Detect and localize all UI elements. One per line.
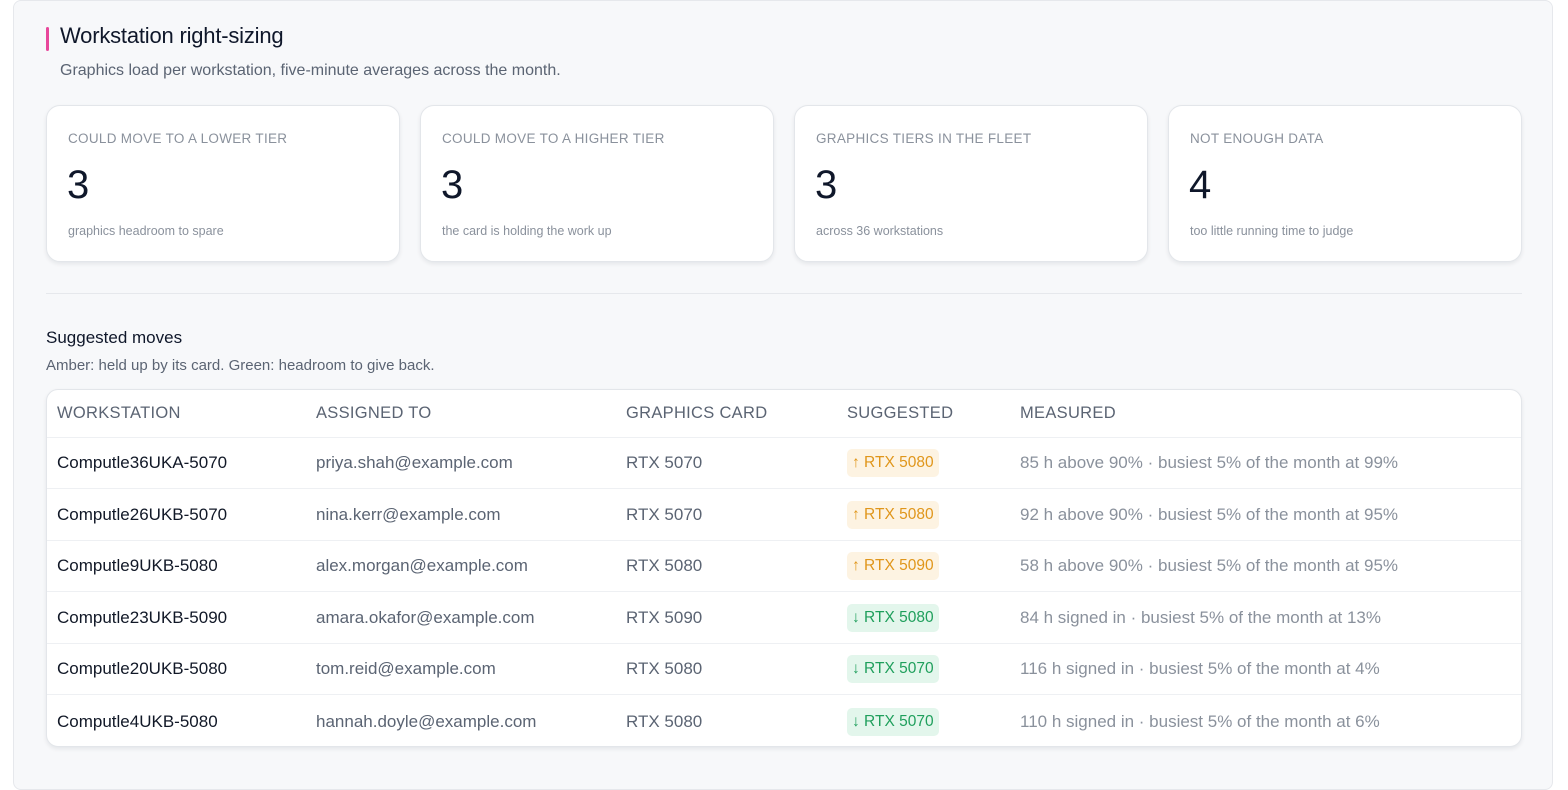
workstation-name: Computle26UKB-5070	[57, 504, 228, 524]
assigned-user-email: amara.okafor@example.com	[316, 607, 535, 627]
assigned-user-email: hannah.doyle@example.com	[316, 711, 537, 731]
card-note: too little running time to judge	[1190, 224, 1354, 238]
table-header-row: WORKSTATION ASSIGNED TO GRAPHICS CARD SU…	[47, 390, 1521, 438]
suggested-cell: ↑ RTX 5090	[847, 541, 939, 591]
suggested-cell: ↓ RTX 5080	[847, 593, 939, 643]
summary-card-higher-tier: COULD MOVE TO A HIGHER TIER 3 the card i…	[420, 105, 774, 262]
section-legend-note: Amber: held up by its card. Green: headr…	[46, 357, 435, 374]
downgrade-badge: ↓ RTX 5070	[847, 707, 939, 736]
card-label: COULD MOVE TO A HIGHER TIER	[442, 131, 665, 146]
graphics-card: RTX 5090	[626, 607, 703, 627]
suggested-cell: ↓ RTX 5070	[847, 644, 939, 694]
summary-card-lower-tier: COULD MOVE TO A LOWER TIER 3 graphics he…	[46, 105, 400, 262]
workstation-name: Computle23UKB-5090	[57, 607, 228, 627]
graphics-card: RTX 5080	[626, 711, 703, 731]
suggested-cell: ↑ RTX 5080	[847, 438, 939, 488]
assigned-user-email: alex.morgan@example.com	[316, 556, 528, 576]
column-header-assigned-to[interactable]: ASSIGNED TO	[316, 404, 432, 422]
graphics-card: RTX 5080	[626, 556, 703, 576]
graphics-card: RTX 5070	[626, 453, 703, 472]
measured-summary: 84 h signed in · busiest 5% of the month…	[1020, 607, 1382, 627]
summary-cards: COULD MOVE TO A LOWER TIER 3 graphics he…	[46, 105, 1522, 262]
upgrade-badge: ↑ RTX 5090	[847, 552, 939, 581]
table-row[interactable]: Computle20UKB-5080 tom.reid@example.com RT…	[47, 644, 1521, 696]
page-subtitle: Graphics load per workstation, five-minu…	[60, 62, 561, 79]
workstation-name: Computle36UKA-5070	[57, 453, 228, 472]
table-row[interactable]: Computle36UKA-5070 priya.shah@example.com…	[47, 438, 1521, 489]
column-header-suggested[interactable]: SUGGESTED	[847, 404, 954, 422]
suggested-cell: ↑ RTX 5080	[847, 490, 939, 540]
assigned-user-email: tom.reid@example.com	[316, 659, 496, 679]
title-accent-bar	[46, 27, 49, 51]
suggested-moves-table: WORKSTATION ASSIGNED TO GRAPHICS CARD SU…	[46, 389, 1522, 747]
card-note: graphics headroom to spare	[68, 224, 224, 238]
summary-card-not-enough-data: NOT ENOUGH DATA 4 too little running tim…	[1168, 105, 1522, 262]
section-title: Suggested moves	[46, 328, 183, 347]
card-value: 3	[441, 163, 464, 207]
section-divider	[46, 293, 1522, 294]
card-label: COULD MOVE TO A LOWER TIER	[68, 131, 288, 146]
workstation-name: Computle20UKB-5080	[57, 659, 228, 679]
column-header-workstation[interactable]: WORKSTATION	[57, 404, 181, 422]
downgrade-badge: ↓ RTX 5080	[847, 603, 939, 632]
summary-card-tiers: GRAPHICS TIERS IN THE FLEET 3 across 36 …	[794, 105, 1148, 262]
workstation-name: Computle9UKB-5080	[57, 556, 218, 576]
graphics-card: RTX 5080	[626, 659, 703, 679]
card-value: 3	[67, 163, 90, 207]
suggested-cell: ↓ RTX 5070	[847, 696, 939, 746]
downgrade-badge: ↓ RTX 5070	[847, 655, 939, 684]
workstation-name: Computle4UKB-5080	[57, 711, 218, 731]
measured-summary: 58 h above 90% · busiest 5% of the month…	[1020, 556, 1399, 576]
measured-summary: 85 h above 90% · busiest 5% of the month…	[1020, 453, 1399, 472]
card-label: GRAPHICS TIERS IN THE FLEET	[816, 131, 1032, 146]
upgrade-badge: ↑ RTX 5080	[847, 500, 939, 529]
card-note: the card is holding the work up	[442, 224, 612, 238]
column-header-measured[interactable]: MEASURED	[1020, 404, 1116, 422]
card-label: NOT ENOUGH DATA	[1190, 131, 1324, 146]
table-row[interactable]: Computle9UKB-5080 alex.morgan@example.com…	[47, 541, 1521, 593]
assigned-user-email: priya.shah@example.com	[316, 453, 513, 472]
graphics-card: RTX 5070	[626, 504, 703, 524]
column-header-graphics-card[interactable]: GRAPHICS CARD	[626, 404, 768, 422]
measured-summary: 110 h signed in · busiest 5% of the mont…	[1020, 711, 1380, 731]
table-row[interactable]: Computle4UKB-5080 hannah.doyle@example.co…	[47, 696, 1521, 746]
measured-summary: 116 h signed in · busiest 5% of the mont…	[1020, 659, 1380, 679]
card-note: across 36 workstations	[816, 224, 944, 238]
measured-summary: 92 h above 90% · busiest 5% of the month…	[1020, 504, 1399, 524]
card-value: 3	[815, 163, 838, 207]
table-row[interactable]: Computle23UKB-5090 amara.okafor@example.c…	[47, 593, 1521, 644]
table-row[interactable]: Computle26UKB-5070 nina.kerr@example.com R…	[47, 490, 1521, 541]
card-value: 4	[1189, 163, 1212, 207]
rightsizing-panel: Workstation right-sizing Graphics load p…	[13, 0, 1553, 790]
page-title: Workstation right-sizing	[60, 23, 284, 48]
assigned-user-email: nina.kerr@example.com	[316, 504, 501, 524]
upgrade-badge: ↑ RTX 5080	[847, 449, 939, 477]
